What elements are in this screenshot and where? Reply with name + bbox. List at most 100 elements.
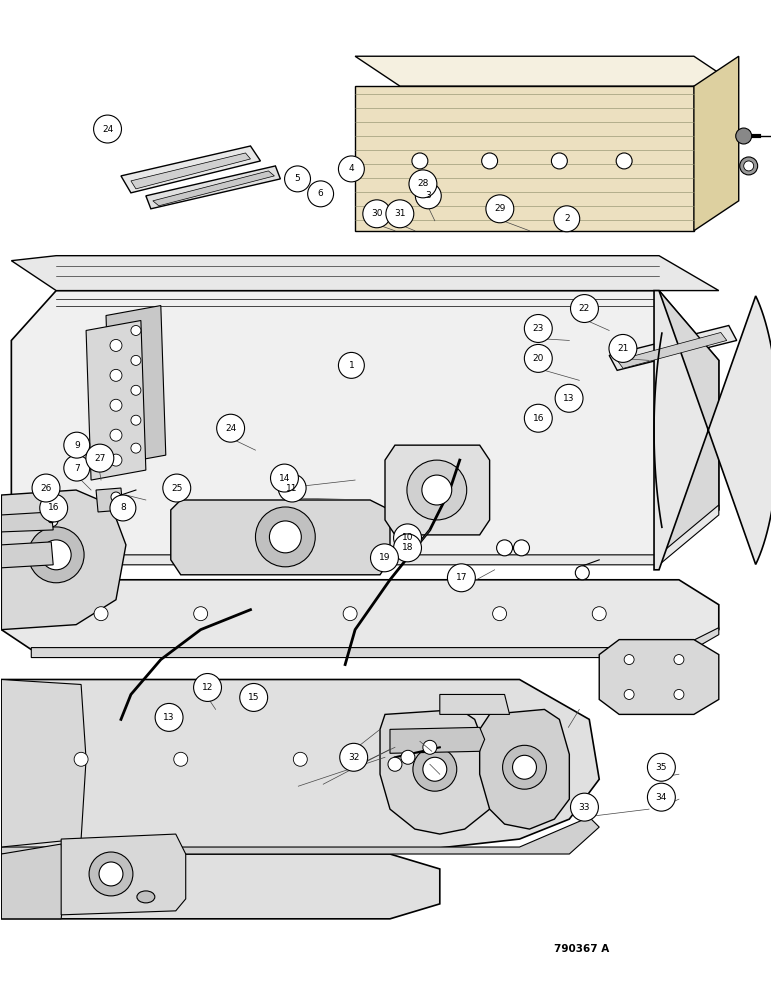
Text: 3: 3 [425, 191, 432, 200]
Circle shape [736, 128, 752, 144]
Text: 33: 33 [579, 803, 591, 812]
Text: 30: 30 [371, 209, 382, 218]
Circle shape [493, 607, 506, 621]
Text: 31: 31 [394, 209, 405, 218]
Polygon shape [146, 166, 280, 209]
Circle shape [32, 474, 60, 502]
Polygon shape [355, 86, 694, 231]
Polygon shape [2, 844, 66, 919]
Circle shape [110, 495, 136, 521]
Circle shape [624, 655, 634, 665]
Text: 26: 26 [40, 484, 52, 493]
Circle shape [422, 475, 452, 505]
Text: 34: 34 [655, 793, 667, 802]
Polygon shape [2, 542, 53, 568]
Circle shape [285, 166, 310, 192]
Circle shape [401, 750, 415, 764]
Polygon shape [32, 628, 719, 658]
Text: 11: 11 [286, 484, 298, 493]
Circle shape [740, 157, 757, 175]
Text: 23: 23 [533, 324, 544, 333]
Text: 21: 21 [618, 344, 628, 353]
Circle shape [131, 355, 141, 365]
Circle shape [44, 513, 58, 527]
Text: 1: 1 [348, 361, 354, 370]
Circle shape [93, 115, 121, 143]
Circle shape [99, 862, 123, 886]
Text: 18: 18 [401, 543, 413, 552]
Text: 5: 5 [295, 174, 300, 183]
Text: 13: 13 [564, 394, 575, 403]
Text: 28: 28 [417, 179, 428, 188]
Circle shape [524, 404, 552, 432]
Circle shape [293, 752, 307, 766]
Circle shape [743, 161, 753, 171]
Polygon shape [12, 291, 719, 560]
Circle shape [371, 544, 398, 572]
Circle shape [86, 444, 113, 472]
Circle shape [110, 339, 122, 351]
Circle shape [269, 521, 301, 553]
Circle shape [496, 540, 513, 556]
Circle shape [41, 540, 71, 570]
Circle shape [344, 607, 357, 621]
Polygon shape [12, 256, 719, 291]
Circle shape [555, 384, 583, 412]
Circle shape [110, 369, 122, 381]
Text: 35: 35 [655, 763, 667, 772]
Polygon shape [2, 512, 53, 532]
Polygon shape [385, 445, 489, 535]
Circle shape [482, 153, 498, 169]
Circle shape [110, 429, 122, 441]
Polygon shape [2, 817, 599, 854]
Circle shape [394, 524, 422, 552]
Circle shape [64, 432, 90, 458]
Text: 14: 14 [279, 474, 290, 483]
Text: 6: 6 [318, 189, 323, 198]
Polygon shape [106, 306, 166, 465]
Circle shape [571, 295, 598, 322]
Circle shape [308, 181, 334, 207]
Circle shape [524, 344, 552, 372]
Circle shape [49, 498, 63, 512]
Circle shape [413, 752, 427, 766]
Text: 13: 13 [164, 713, 174, 722]
Text: 9: 9 [74, 441, 80, 450]
Circle shape [131, 415, 141, 425]
Circle shape [74, 752, 88, 766]
Text: 15: 15 [248, 693, 259, 702]
Text: 24: 24 [102, 125, 113, 134]
Circle shape [575, 566, 589, 580]
Polygon shape [440, 694, 510, 714]
Circle shape [616, 153, 632, 169]
Circle shape [89, 852, 133, 896]
Polygon shape [2, 854, 440, 919]
Polygon shape [380, 709, 489, 834]
Polygon shape [171, 500, 390, 575]
Circle shape [217, 414, 245, 442]
Circle shape [648, 753, 676, 781]
Polygon shape [153, 171, 274, 206]
Text: 29: 29 [494, 204, 506, 213]
Circle shape [39, 494, 68, 522]
Polygon shape [599, 640, 719, 714]
Polygon shape [609, 325, 736, 370]
Polygon shape [121, 146, 260, 193]
Circle shape [388, 757, 402, 771]
Polygon shape [659, 291, 719, 560]
Polygon shape [355, 56, 739, 86]
Polygon shape [96, 488, 123, 512]
Text: 20: 20 [533, 354, 544, 363]
Circle shape [524, 315, 552, 342]
Polygon shape [2, 490, 126, 630]
Circle shape [413, 747, 457, 791]
Polygon shape [654, 291, 772, 570]
Circle shape [423, 740, 437, 754]
Circle shape [155, 703, 183, 731]
Circle shape [270, 464, 299, 492]
Text: 25: 25 [171, 484, 182, 493]
Circle shape [407, 460, 467, 520]
Circle shape [394, 534, 422, 562]
Text: 19: 19 [379, 553, 390, 562]
Text: 2: 2 [564, 214, 570, 223]
